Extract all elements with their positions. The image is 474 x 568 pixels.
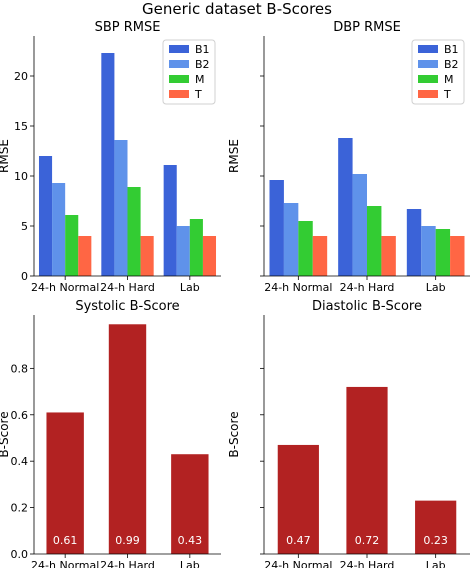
panel2-legend-swatch-b1	[418, 45, 438, 53]
panel1-legend-label-b2: B2	[195, 58, 210, 71]
panel1-ytick-label-2: 5	[21, 220, 28, 233]
panel1-title: SBP RMSE	[95, 20, 161, 35]
panel3-xtick-label-1: 24-h Normal	[31, 559, 99, 568]
panel2-legend-label-m: M	[444, 73, 454, 86]
panel2-bar-b1-3	[406, 209, 422, 276]
panel4-bar-3	[415, 500, 457, 554]
panel4-xtick-label-1: 24-h Normal	[264, 559, 332, 568]
panel2-bar-b1-1	[269, 180, 284, 276]
panel1-legend-box	[162, 39, 216, 105]
panel2-xtick-label-1: 24-h Normal	[264, 281, 332, 294]
panel1-ytick-label-3: 10	[14, 170, 28, 183]
panel2-legend-label-b1: B1	[444, 43, 459, 56]
panel2-bar-t-2	[381, 236, 396, 276]
panel2-bar-b2-3	[421, 226, 436, 276]
panel1-legend-label-b1: B1	[195, 43, 210, 56]
panel2-ylabel: RMSE	[227, 139, 241, 173]
panel1-xtick-label-3: Lab	[180, 281, 200, 294]
panel2-bar-m-2	[367, 206, 382, 276]
panel3-data-label-3: 0.43	[178, 534, 203, 547]
panel1-ytick-label-4: 15	[14, 120, 28, 133]
panel1-bar-m-3	[189, 219, 203, 276]
panel2-legend-swatch-t	[418, 90, 438, 98]
panel1-legend-swatch-b2	[169, 60, 189, 68]
panel3-ytick-label-4: 0.6	[11, 409, 29, 422]
panel1-legend-swatch-t	[169, 90, 189, 98]
panel2-bar-t-3	[450, 236, 465, 276]
panel1-bar-t-2	[140, 236, 154, 276]
panel3-bar-1	[46, 412, 84, 554]
panel3-xtick-label-3: Lab	[180, 559, 200, 568]
panel2-xtick-label-2: 24-h Hard	[340, 281, 395, 294]
panel1-bar-t-1	[78, 236, 92, 276]
panel2-bar-t-1	[312, 236, 328, 276]
figure-title: Generic dataset B-Scores	[142, 0, 332, 18]
panel1-bar-b1-1	[38, 156, 53, 276]
panel2-bar-b2-2	[352, 174, 367, 276]
panel2-bar-b2-1	[283, 203, 299, 276]
panel1-bar-b1-3	[163, 165, 177, 276]
panel4-data-label-1: 0.47	[286, 534, 311, 547]
panel1-ylabel: RMSE	[0, 139, 11, 173]
panel2-bar-m-3	[435, 229, 451, 276]
panel3-xtick-label-2: 24-h Hard	[100, 559, 155, 568]
panel2-bar-b1-2	[338, 138, 353, 276]
panel2-legend-swatch-b2	[418, 60, 438, 68]
panel1-bar-m-2	[127, 187, 141, 276]
panel3-ytick-label-3: 0.4	[11, 455, 29, 468]
panel3-ytick-label-2: 0.2	[11, 502, 29, 515]
panel1-bar-t-3	[202, 236, 217, 276]
panel3-title: Systolic B-Score	[75, 299, 179, 314]
panel3-bar-2	[108, 324, 147, 554]
panel1-bar-b2-3	[176, 226, 190, 276]
panel4-bar-1	[277, 444, 319, 554]
panel1-ytick-label-1: 0	[21, 270, 28, 283]
panel1-xtick-label-1: 24-h Normal	[31, 281, 99, 294]
panel4-bar-2	[346, 386, 388, 554]
panel3-ytick-label-5: 0.8	[11, 362, 29, 375]
panel2-bar-m-1	[298, 221, 313, 276]
panel4-title: Diastolic B-Score	[312, 299, 422, 314]
panel1-legend-label-t: T	[194, 88, 202, 101]
panel4-data-label-2: 0.72	[355, 534, 380, 547]
panel2-title: DBP RMSE	[333, 20, 401, 35]
panel1-bar-m-1	[65, 215, 79, 276]
panel1-xtick-label-2: 24-h Hard	[100, 281, 155, 294]
panel4-data-label-3: 0.23	[423, 534, 448, 547]
panel1-legend-label-m: M	[195, 73, 205, 86]
panel4-ylabel: B-Score	[227, 411, 241, 457]
panel3-bar-3	[171, 454, 209, 554]
panel2-legend-label-b2: B2	[444, 58, 459, 71]
panel2-xtick-label-3: Lab	[426, 281, 446, 294]
panel4-xtick-label-3: Lab	[426, 559, 446, 568]
panel2-legend-label-t: T	[443, 88, 451, 101]
panel1-legend-swatch-b1	[169, 45, 189, 53]
panel1-bar-b2-1	[52, 183, 66, 276]
panel1-legend-swatch-m	[169, 75, 189, 83]
panel3-ytick-label-1: 0.0	[11, 548, 29, 561]
panel1-bar-b2-2	[114, 140, 128, 276]
panel3-data-label-2: 0.99	[115, 534, 140, 547]
panel2-legend-box	[411, 39, 465, 105]
panel1-bar-b1-2	[101, 53, 115, 276]
panel4-xtick-label-2: 24-h Hard	[340, 559, 395, 568]
panel3-data-label-1: 0.61	[53, 534, 78, 547]
panel1-ytick-label-5: 20	[14, 70, 28, 83]
panel2-legend-swatch-m	[418, 75, 438, 83]
panel3-ylabel: B-Score	[0, 411, 11, 457]
